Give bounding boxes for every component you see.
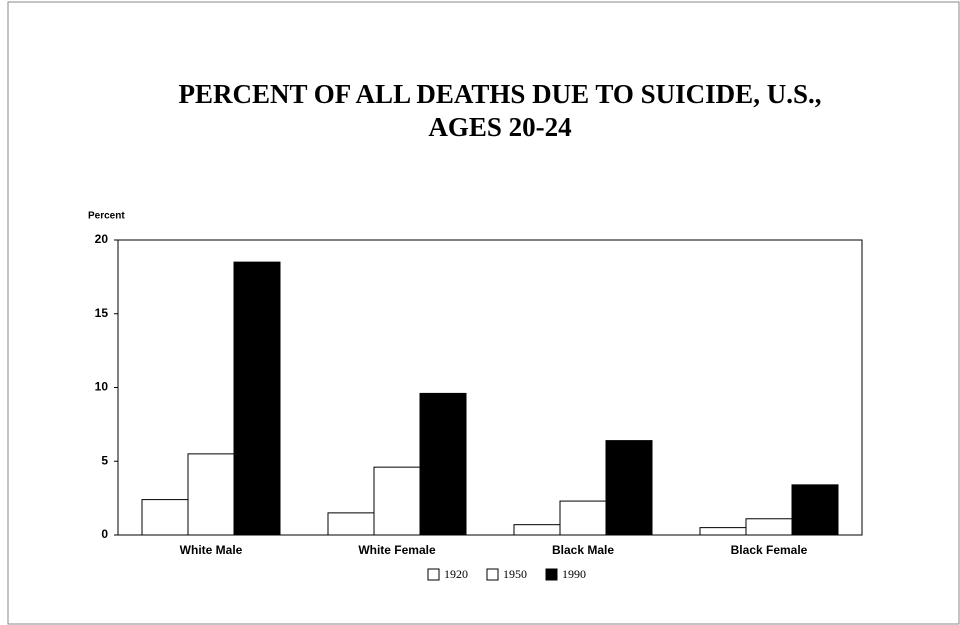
y-tick-label: 15 — [95, 306, 109, 320]
bar — [141, 499, 189, 536]
bar — [373, 466, 421, 536]
x-tick-label: White Male — [180, 543, 243, 557]
bar — [605, 440, 653, 536]
y-tick-label: 5 — [101, 453, 108, 467]
bar — [187, 453, 235, 536]
y-tick-label: 20 — [95, 232, 109, 246]
bar — [327, 512, 375, 536]
legend-swatch — [486, 568, 499, 581]
page-frame — [7, 1, 960, 625]
legend-label: 1950 — [503, 567, 527, 581]
bar — [745, 518, 793, 536]
bar — [791, 484, 839, 536]
y-axis-label: Percent — [88, 211, 125, 222]
x-tick-label: White Female — [358, 543, 436, 557]
bar — [699, 527, 747, 536]
y-tick-label: 10 — [95, 380, 109, 394]
legend-label: 1920 — [444, 567, 468, 581]
bar — [419, 392, 467, 536]
bar — [559, 500, 607, 536]
x-tick-label: Black Female — [731, 543, 808, 557]
bar — [233, 261, 281, 536]
x-tick-label: Black Male — [552, 543, 614, 557]
chart-title: AGES 20-24 — [428, 112, 571, 142]
y-tick-label: 0 — [101, 527, 108, 541]
bar — [513, 524, 561, 536]
legend-swatch — [545, 568, 558, 581]
legend-swatch — [427, 568, 440, 581]
chart-title: PERCENT OF ALL DEATHS DUE TO SUICIDE, U.… — [179, 79, 822, 109]
legend-label: 1990 — [562, 567, 586, 581]
